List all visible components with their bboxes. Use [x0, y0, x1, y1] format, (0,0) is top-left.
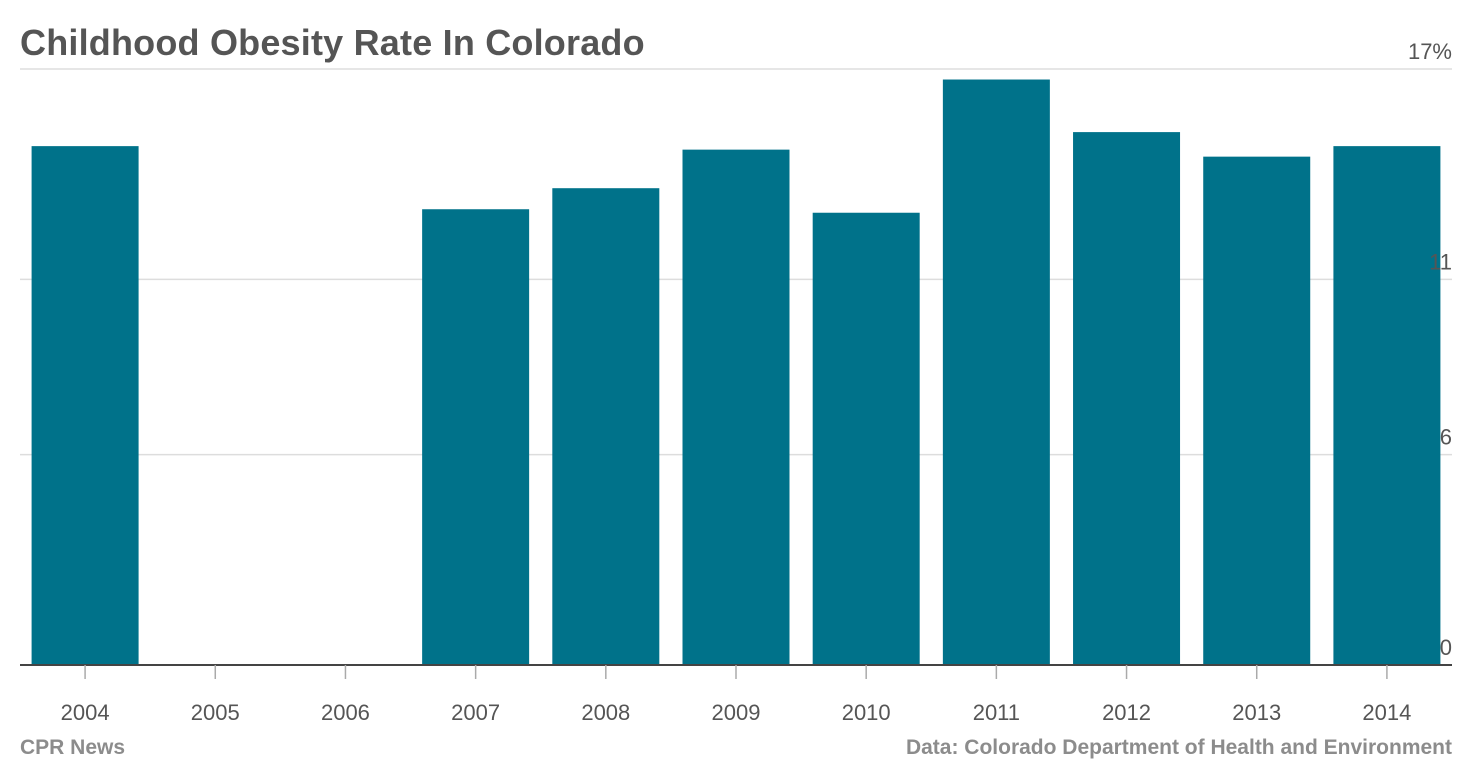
- source-credit: CPR News: [20, 736, 126, 759]
- x-tick-label: 2007: [451, 700, 500, 725]
- x-tick-label: 2010: [842, 700, 891, 725]
- bars: [31, 79, 1441, 666]
- bar-2007: [422, 209, 530, 665]
- bar-2012: [1073, 132, 1181, 665]
- x-tick-label: 2014: [1362, 700, 1411, 725]
- bar-2010: [812, 212, 920, 665]
- bar-2009: [682, 149, 790, 665]
- x-tick-label: 2006: [321, 700, 370, 725]
- x-tick-label: 2005: [191, 700, 240, 725]
- x-axis: [20, 664, 1452, 679]
- x-tick-label: 2013: [1232, 700, 1281, 725]
- x-tick-label: 2008: [581, 700, 630, 725]
- y-tick-label: 17%: [1408, 39, 1452, 64]
- x-tick-labels: 2004 2005 2006 2007 2008 2009 2010 2011 2012 2013…: [61, 700, 1412, 725]
- y-tick-label: 0: [1440, 635, 1452, 660]
- bar-2008: [552, 188, 660, 665]
- chart-title: Childhood Obesity Rate In Colorado: [20, 22, 645, 63]
- bar-2013: [1203, 156, 1311, 665]
- bar-2014: [1333, 146, 1441, 666]
- bar-2004: [31, 146, 139, 666]
- x-tick-label: 2004: [61, 700, 110, 725]
- bar-2011: [942, 79, 1050, 666]
- data-source: Data: Colorado Department of Health and …: [905, 736, 1452, 759]
- x-tick-label: 2012: [1102, 700, 1151, 725]
- x-tick-label: 2009: [712, 700, 761, 725]
- y-tick-label: 6: [1440, 425, 1452, 450]
- y-tick-labels: 0 6 11 17%: [1408, 39, 1452, 660]
- x-tick-label: 2011: [973, 700, 1020, 725]
- y-tick-label: 11: [1429, 249, 1452, 274]
